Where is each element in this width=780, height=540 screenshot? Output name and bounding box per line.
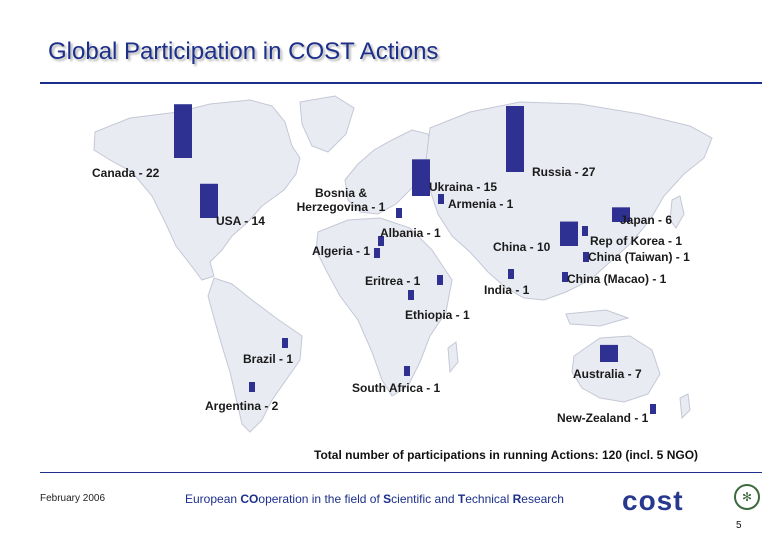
bar-canada bbox=[174, 104, 192, 158]
bar-russia bbox=[506, 106, 524, 172]
footer-organisation: European COoperation in the field of Sci… bbox=[185, 492, 564, 506]
label-canada: Canada - 22 bbox=[92, 166, 160, 180]
title-underline bbox=[40, 82, 762, 84]
land-north-america bbox=[93, 99, 301, 281]
label-china: China - 10 bbox=[493, 240, 551, 254]
label-macao: China (Macao) - 1 bbox=[567, 272, 667, 286]
label-ukraina: Ukraina - 15 bbox=[429, 180, 498, 194]
label-argentina: Argentina - 2 bbox=[205, 399, 279, 413]
label-albania: Albania - 1 bbox=[380, 226, 441, 240]
land-greenland bbox=[299, 95, 355, 153]
land-japan bbox=[669, 195, 685, 229]
label-bosnia: Bosnia & Herzegovina - 1 bbox=[296, 186, 386, 214]
land-asia bbox=[425, 101, 713, 301]
label-algeria: Algeria - 1 bbox=[312, 244, 371, 258]
bar-korea bbox=[582, 226, 588, 236]
bar-southafrica bbox=[404, 366, 410, 376]
label-eritrea: Eritrea - 1 bbox=[365, 274, 421, 288]
label-south-africa: South Africa - 1 bbox=[352, 381, 441, 395]
bar-ukraina bbox=[412, 159, 430, 196]
land-australia bbox=[571, 335, 661, 403]
land-new-zealand bbox=[679, 393, 691, 420]
bar-argentina bbox=[249, 382, 255, 392]
bar-macao bbox=[562, 272, 568, 282]
land-south-america bbox=[207, 277, 303, 433]
bar-brazil bbox=[282, 338, 288, 348]
footer-rule bbox=[40, 472, 762, 473]
label-korea: Rep of Korea - 1 bbox=[590, 234, 683, 248]
footer-date: February 2006 bbox=[40, 493, 106, 504]
participation-bars bbox=[174, 104, 656, 414]
label-armenia: Armenia - 1 bbox=[448, 197, 514, 211]
land-indonesia bbox=[565, 309, 630, 327]
label-japan: Japan - 6 bbox=[620, 213, 673, 227]
bar-usa bbox=[200, 183, 218, 218]
page-title: Global Participation in COST Actions bbox=[48, 38, 439, 65]
bar-japan bbox=[612, 207, 630, 222]
bar-bosnia bbox=[396, 208, 402, 218]
bar-eritrea bbox=[437, 275, 443, 285]
bar-algeria bbox=[374, 248, 380, 258]
label-brazil: Brazil - 1 bbox=[243, 352, 294, 366]
emblem-icon: ✻ bbox=[734, 484, 760, 510]
land-madagascar bbox=[447, 341, 459, 374]
cost-logo: cost bbox=[622, 485, 684, 516]
label-usa: USA - 14 bbox=[216, 214, 265, 228]
continents bbox=[93, 95, 713, 433]
land-africa bbox=[315, 217, 453, 397]
bar-newzealand bbox=[650, 404, 656, 414]
label-taiwan: China (Taiwan) - 1 bbox=[588, 250, 690, 264]
bar-albania bbox=[378, 236, 384, 246]
bar-china bbox=[560, 221, 578, 246]
label-india: India - 1 bbox=[484, 283, 530, 297]
label-australia: Australia - 7 bbox=[573, 367, 642, 381]
bar-armenia bbox=[438, 194, 444, 204]
label-ethiopia: Ethiopia - 1 bbox=[405, 308, 470, 322]
bar-india bbox=[508, 269, 514, 279]
bar-australia bbox=[600, 344, 618, 362]
label-new-zealand: New-Zealand - 1 bbox=[557, 411, 649, 425]
bar-taiwan bbox=[583, 252, 589, 262]
page-number: 5 bbox=[736, 520, 742, 531]
label-russia: Russia - 27 bbox=[532, 165, 596, 179]
total-participations: Total number of participations in runnin… bbox=[314, 448, 699, 462]
bar-ethiopia bbox=[408, 290, 414, 300]
